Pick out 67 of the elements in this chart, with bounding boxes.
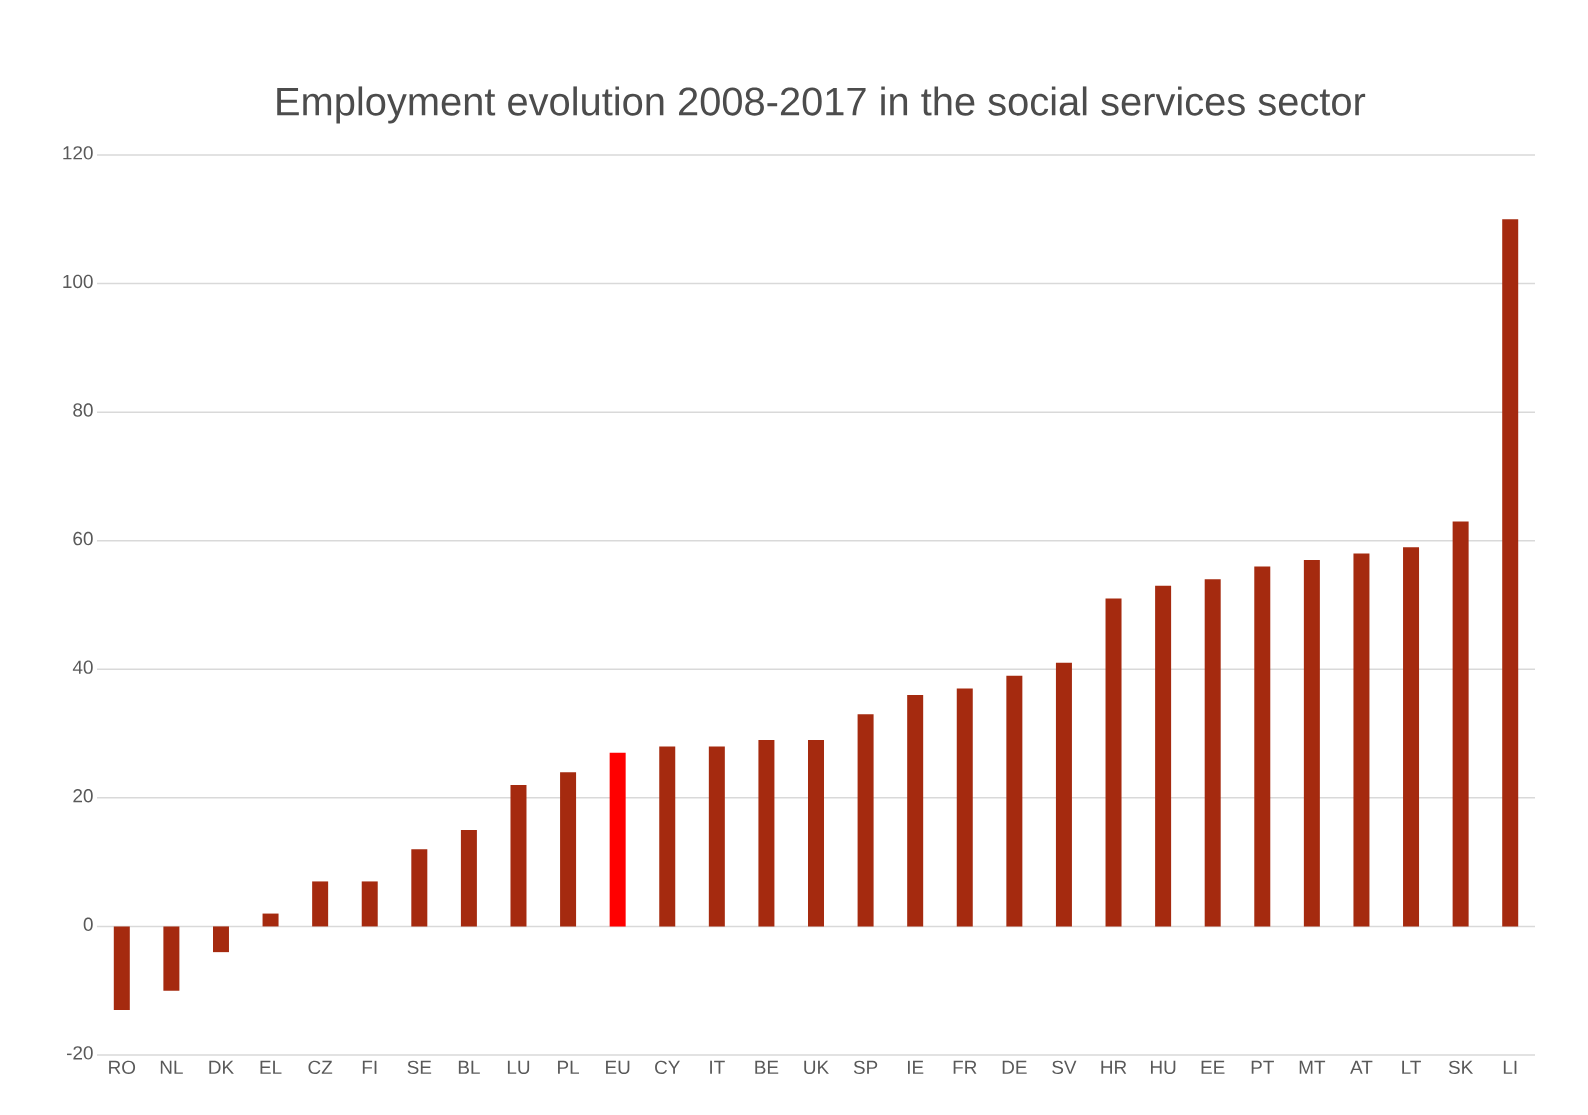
bar (1055, 662, 1072, 927)
x-tick-label: PL (558, 1060, 580, 1074)
y-tick-label: 100 (63, 274, 93, 289)
bar (808, 739, 825, 927)
x-tick-label: BE (755, 1060, 779, 1074)
bar (1155, 585, 1172, 927)
x-tick-label: CZ (308, 1060, 333, 1075)
x-tick-label: CY (655, 1060, 680, 1075)
bar (956, 688, 973, 927)
x-tick-label: PT (1251, 1060, 1274, 1074)
bar (1105, 598, 1122, 927)
bar (1006, 675, 1023, 927)
x-tick-label: SV (1052, 1060, 1077, 1075)
bar (212, 926, 229, 953)
bar (113, 926, 130, 1010)
bar (411, 849, 428, 927)
y-tick-label: 20 (73, 789, 93, 803)
y-tick-label: 60 (73, 531, 93, 546)
y-tick-label: -20 (66, 1046, 93, 1060)
bar (708, 746, 725, 927)
x-tick-label: NL (160, 1060, 183, 1074)
x-tick-label: BL (458, 1060, 480, 1074)
x-tick-label: LU (507, 1060, 530, 1075)
bar (609, 752, 626, 927)
x-tick-label: IE (907, 1060, 924, 1074)
bar (659, 746, 676, 927)
x-tick-label: SK (1448, 1060, 1474, 1075)
y-tick-label: 0 (83, 917, 93, 931)
x-tick-label: DE (1002, 1060, 1027, 1074)
x-tick-label: FR (953, 1060, 977, 1074)
x-tick-label: HU (1150, 1060, 1176, 1075)
x-tick-label: UK (804, 1060, 829, 1075)
x-tick-label: EE (1201, 1060, 1225, 1074)
bar (163, 926, 180, 991)
x-tick-label: AT (1350, 1060, 1373, 1074)
x-tick-label: EU (606, 1060, 630, 1075)
bar (361, 881, 378, 927)
bar (1452, 521, 1469, 927)
x-tick-label: LT (1402, 1060, 1421, 1074)
bar (758, 739, 775, 927)
x-tick-label: SP (853, 1060, 878, 1075)
y-tick-label: 40 (72, 660, 93, 674)
x-tick-label: LI (1503, 1060, 1517, 1074)
bar (460, 830, 477, 927)
y-tick-label: 80 (73, 403, 93, 417)
x-tick-label: HR (1101, 1060, 1127, 1074)
bar (262, 913, 279, 927)
bar (560, 772, 577, 927)
chart-title: Employment evolution 2008-2017 in the social services sector (277, 86, 1366, 124)
x-tick-label: MT (1299, 1060, 1326, 1074)
bar (1254, 566, 1271, 927)
x-tick-label: IT (710, 1060, 725, 1074)
bar (1204, 579, 1221, 927)
bar (1353, 553, 1370, 927)
bar (312, 881, 329, 927)
bar (510, 785, 527, 927)
y-tick-label: 120 (63, 146, 93, 160)
bar (907, 694, 924, 927)
x-tick-label: SE (407, 1060, 432, 1075)
bar (1303, 559, 1320, 927)
x-tick-label: DK (209, 1060, 234, 1074)
x-tick-label: RO (109, 1060, 136, 1075)
bar (1502, 219, 1519, 927)
bar (857, 714, 874, 927)
bar (1403, 547, 1420, 927)
x-tick-label: EL (260, 1060, 282, 1074)
x-tick-label: FI (362, 1060, 377, 1074)
